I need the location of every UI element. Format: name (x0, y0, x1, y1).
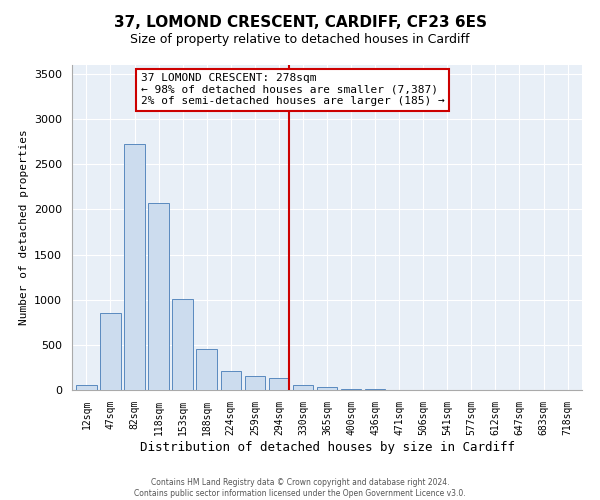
Bar (148, 203, 169, 390)
Bar (365, 389, 385, 390)
Text: 37, LOMOND CRESCENT, CARDIFF, CF23 6ES: 37, LOMOND CRESCENT, CARDIFF, CF23 6ES (113, 15, 487, 30)
Bar (245, 376, 265, 390)
X-axis label: Distribution of detached houses by size in Cardiff: Distribution of detached houses by size … (139, 440, 515, 454)
Text: Size of property relative to detached houses in Cardiff: Size of property relative to detached ho… (130, 32, 470, 46)
Y-axis label: Number of detached properties: Number of detached properties (19, 130, 29, 326)
Bar (76, 385, 97, 390)
Bar (317, 388, 337, 390)
Bar (172, 299, 193, 390)
Bar (124, 144, 145, 390)
Bar (269, 378, 289, 390)
Bar (100, 314, 121, 390)
Text: 37 LOMOND CRESCENT: 278sqm
← 98% of detached houses are smaller (7,387)
2% of se: 37 LOMOND CRESCENT: 278sqm ← 98% of deta… (141, 73, 445, 106)
Text: Contains HM Land Registry data © Crown copyright and database right 2024.
Contai: Contains HM Land Registry data © Crown c… (134, 478, 466, 498)
Bar (341, 388, 361, 390)
Bar (293, 385, 313, 390)
Bar (196, 350, 217, 390)
Bar (221, 371, 241, 390)
